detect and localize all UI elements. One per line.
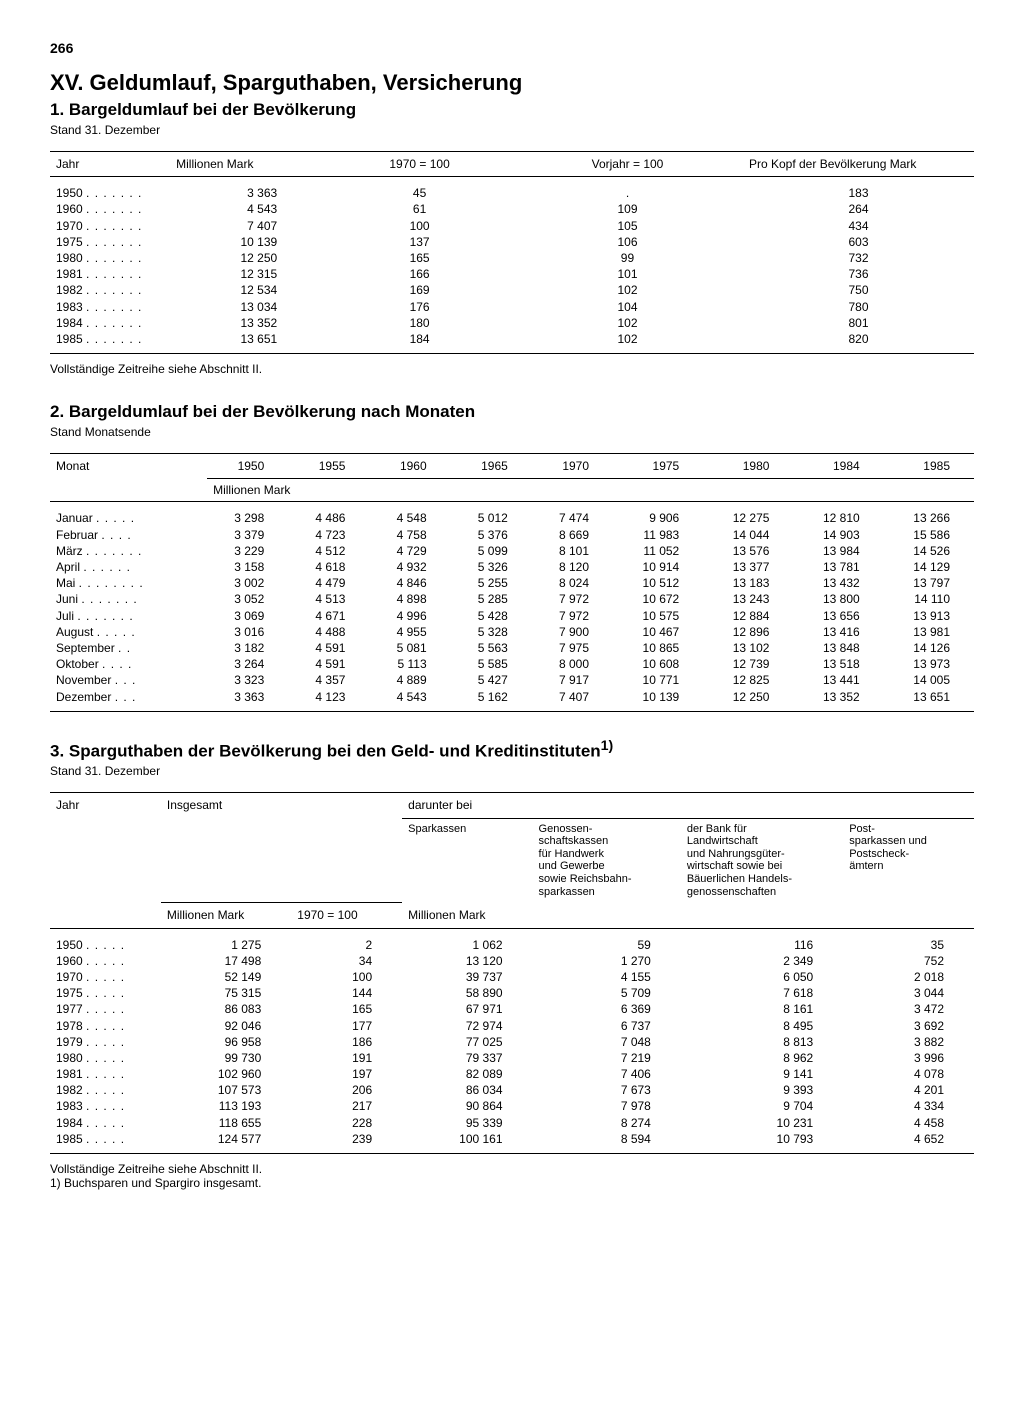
section1-note: Vollständige Zeitreihe siehe Abschnitt I…: [50, 362, 974, 376]
table-row: April . . . . . . 3 1584 6184 9325 3268 …: [50, 559, 974, 575]
table-row: 1977 . . . . .86 08316567 9716 3698 1613…: [50, 1001, 974, 1017]
table-row: Juni . . . . . . . 3 0524 5134 8985 2857…: [50, 591, 974, 607]
table-row: 1985 . . . . . . .13 651184102820: [50, 331, 974, 347]
page-number: 266: [50, 40, 974, 56]
table-row: 1970 . . . . .52 14910039 7374 1556 0502…: [50, 969, 974, 985]
table3: Jahr Insgesamt darunter bei SparkassenGe…: [50, 792, 974, 1154]
table-row: 1950 . . . . . . .3 36345.183: [50, 185, 974, 201]
t1-h3: 1970 = 100: [327, 152, 512, 176]
section1-subtext: Stand 31. Dezember: [50, 123, 974, 137]
t3-u2: 1970 = 100: [291, 903, 402, 928]
table-row: März . . . . . . . 3 2294 5124 7295 0998…: [50, 543, 974, 559]
table2: Monat19501955196019651970197519801984198…: [50, 453, 974, 712]
t1-h5: Pro Kopf der Bevölkerung Mark: [743, 152, 974, 176]
table-row: 1983 . . . . .113 19321790 8647 9789 704…: [50, 1098, 974, 1114]
table-row: 1982 . . . . .107 57320686 0347 6739 393…: [50, 1082, 974, 1098]
table1: Jahr Millionen Mark 1970 = 100 Vorjahr =…: [50, 151, 974, 354]
table-row: 1950 . . . . .1 27521 0625911635: [50, 937, 974, 953]
table-row: 1984 . . . . .118 65522895 3398 27410 23…: [50, 1115, 974, 1131]
table-row: 1980 . . . . .99 73019179 3377 2198 9623…: [50, 1050, 974, 1066]
section2-heading: 2. Bargeldumlauf bei der Bevölkerung nac…: [50, 402, 974, 422]
t3-h-insg: Insgesamt: [161, 793, 402, 817]
t3-u1: Millionen Mark: [161, 903, 291, 928]
table-row: November . . . 3 3234 3574 8895 4277 917…: [50, 672, 974, 688]
t1-h4: Vorjahr = 100: [512, 152, 743, 176]
t3-u3: Millionen Mark: [402, 903, 532, 928]
table-row: 1975 . . . . .75 31514458 8905 7097 6183…: [50, 985, 974, 1001]
table-row: August . . . . . 3 0164 4884 9555 3287 9…: [50, 624, 974, 640]
table-row: 1981 . . . . . . .12 315166101736: [50, 266, 974, 282]
t1-h2: Millionen Mark: [170, 152, 327, 176]
section3-note2: 1) Buchsparen und Spargiro insgesamt.: [50, 1176, 974, 1190]
table-row: 1983 . . . . . . .13 034176104780: [50, 299, 974, 315]
t3-h-dar: darunter bei: [402, 793, 974, 817]
table-row: 1975 . . . . . . .10 139137106603: [50, 234, 974, 250]
table-row: 1960 . . . . . . .4 54361109264: [50, 201, 974, 217]
table-row: 1985 . . . . .124 577239100 1618 59410 7…: [50, 1131, 974, 1147]
table-row: Juli . . . . . . . 3 0694 6714 9965 4287…: [50, 608, 974, 624]
t1-h1: Jahr: [50, 152, 170, 176]
t2-unit: Millionen Mark: [207, 479, 974, 502]
section1-heading: 1. Bargeldumlauf bei der Bevölkerung: [50, 100, 974, 120]
table-row: 1984 . . . . . . .13 352180102801: [50, 315, 974, 331]
table-row: Dezember . . . 3 3634 1234 5435 1627 407…: [50, 689, 974, 705]
table-row: 1980 . . . . . . .12 25016599732: [50, 250, 974, 266]
table-row: 1978 . . . . .92 04617772 9746 7378 4953…: [50, 1018, 974, 1034]
table-row: September . . 3 1824 5915 0815 5637 9751…: [50, 640, 974, 656]
section3-heading: 3. Sparguthaben der Bevölkerung bei den …: [50, 738, 974, 762]
table-row: 1960 . . . . .17 4983413 1201 2702 34975…: [50, 953, 974, 969]
table-row: 1979 . . . . .96 95818677 0257 0488 8133…: [50, 1034, 974, 1050]
section3-note1: Vollständige Zeitreihe siehe Abschnitt I…: [50, 1162, 974, 1176]
section2-subtext: Stand Monatsende: [50, 425, 974, 439]
t3-h-jahr: Jahr: [50, 793, 161, 817]
table-row: Februar . . . . 3 3794 7234 7585 3768 66…: [50, 527, 974, 543]
table-row: 1982 . . . . . . .12 534169102750: [50, 282, 974, 298]
table-row: Mai . . . . . . . . 3 0024 4794 8465 255…: [50, 575, 974, 591]
table-row: Oktober . . . . 3 2644 5915 1135 5858 00…: [50, 656, 974, 672]
table-row: 1970 . . . . . . .7 407100105434: [50, 218, 974, 234]
table-row: 1981 . . . . .102 96019782 0897 4069 141…: [50, 1066, 974, 1082]
section3-subtext: Stand 31. Dezember: [50, 764, 974, 778]
table-row: Januar . . . . . 3 2984 4864 5485 0127 4…: [50, 510, 974, 526]
main-title: XV. Geldumlauf, Sparguthaben, Versicheru…: [50, 70, 974, 96]
